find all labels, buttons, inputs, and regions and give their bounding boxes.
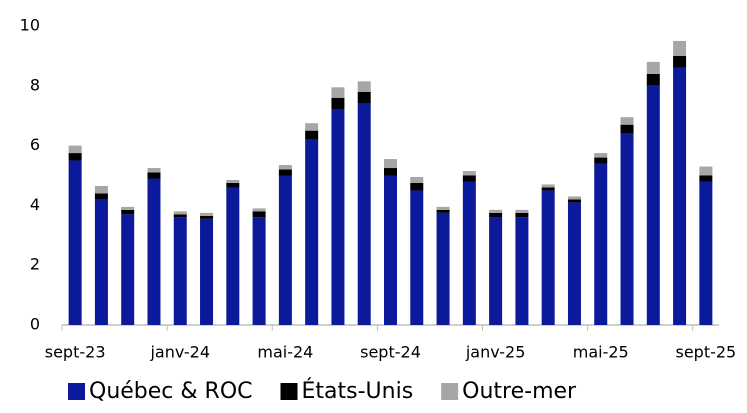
bar-segment (173, 217, 187, 325)
x-tick-label: mai-24 (257, 343, 313, 362)
bar-segment (489, 212, 503, 218)
bar-segment (331, 109, 345, 325)
legend-swatch (68, 383, 85, 400)
bar-segment (94, 193, 108, 200)
bar-segment (147, 172, 161, 179)
bar-segment (252, 211, 266, 218)
bar-segment (594, 153, 608, 158)
bar-segment (699, 181, 713, 325)
x-tick-label: janv-24 (149, 343, 210, 362)
bar-segment (541, 187, 555, 191)
bar-segment (278, 175, 292, 325)
y-tick-label: 8 (30, 75, 40, 94)
bar-segment (357, 103, 371, 326)
bar-segment (489, 209, 503, 213)
y-tick-label: 6 (30, 135, 40, 154)
bar-segment (699, 175, 713, 182)
bar-segment (646, 73, 660, 86)
bar-segment (462, 171, 476, 176)
y-tick-label: 2 (30, 255, 40, 274)
bar-segment (226, 182, 240, 188)
bar-segment (515, 217, 529, 325)
bar-segment (121, 214, 135, 325)
bar-segment (646, 85, 660, 325)
bar-segment (594, 157, 608, 164)
x-tick-label: janv-25 (465, 343, 526, 362)
bar-segment (594, 163, 608, 325)
bar-segment (68, 153, 82, 161)
bar-segment (410, 182, 424, 191)
bar-segment (410, 190, 424, 325)
bar-segment (226, 179, 240, 183)
legend-label: Outre-mer (462, 379, 577, 404)
y-tick-label: 0 (30, 315, 40, 334)
x-tick-label: mai-25 (573, 343, 629, 362)
bar-segment (278, 165, 292, 170)
legend-swatch (280, 383, 298, 400)
bar-segment (541, 184, 555, 188)
bar-segment (147, 168, 161, 173)
bar-segment (515, 212, 529, 218)
bar-segment (410, 176, 424, 183)
bar-segment (436, 209, 450, 213)
bar-segment (200, 218, 214, 325)
bar-segment (305, 130, 319, 140)
bar-segment (121, 209, 135, 215)
bar-segment (357, 81, 371, 92)
bar-segment (567, 196, 581, 200)
bar-segment (173, 214, 187, 218)
bar-segment (278, 169, 292, 176)
bar-segment (68, 145, 82, 154)
bar-segment (226, 187, 240, 325)
bar-segment (121, 206, 135, 210)
bar-segment (331, 87, 345, 98)
bar-segment (673, 55, 687, 68)
bar-segment (620, 124, 634, 134)
bar-segment (541, 190, 555, 325)
bar-segment (331, 97, 345, 110)
legend-label: Québec & ROC (89, 379, 253, 404)
y-tick-label: 10 (20, 16, 40, 35)
bar-segment (515, 209, 529, 213)
bar-segment (94, 185, 108, 194)
bar-segment (673, 40, 687, 56)
bar-segment (147, 178, 161, 325)
bar-segment (567, 199, 581, 203)
bar-segment (305, 123, 319, 131)
bar-segment (384, 159, 397, 169)
bar-segment (462, 181, 476, 325)
bar-segment (489, 217, 503, 325)
bar-segment (436, 212, 450, 325)
bar-segment (699, 166, 713, 176)
bar-segment (200, 212, 214, 216)
x-tick-label: sept-25 (675, 343, 736, 362)
x-tick-label: sept-23 (45, 343, 106, 362)
bar-segment (567, 202, 581, 325)
bar-segment (305, 139, 319, 325)
legend-label: États-Unis (302, 378, 414, 404)
bar-segment (384, 168, 397, 176)
bar-segment (173, 211, 187, 215)
bar-segment (252, 208, 266, 212)
bar-segment (252, 217, 266, 325)
bar-segment (436, 206, 450, 210)
bar-segment (357, 91, 371, 104)
x-tick-label: sept-24 (360, 343, 421, 362)
bar-segment (620, 133, 634, 325)
bar-segment (68, 160, 82, 325)
bar-segment (646, 61, 660, 74)
bar-segment (200, 215, 214, 219)
bar-segment (384, 175, 397, 325)
bar-segment (94, 199, 108, 325)
y-tick-label: 4 (30, 195, 40, 214)
bar-segment (620, 117, 634, 125)
bar-segment (673, 67, 687, 326)
legend-swatch (441, 383, 459, 400)
bar-segment (462, 175, 476, 182)
